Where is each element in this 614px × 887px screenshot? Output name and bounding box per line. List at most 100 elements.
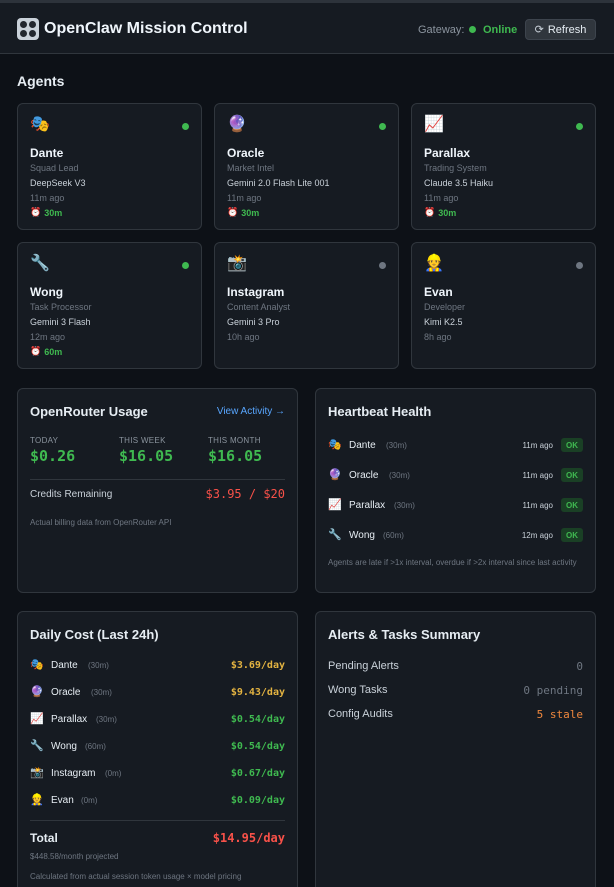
agent-emoji-icon: 🎭 bbox=[328, 439, 342, 451]
gateway-label: Gateway: bbox=[418, 24, 465, 36]
agent-interval: ⏰ 30m bbox=[424, 207, 456, 218]
agent-model: Kimi K2.5 bbox=[424, 317, 463, 327]
month-value: $16.05 bbox=[208, 447, 263, 465]
agent-last-seen: 10h ago bbox=[227, 332, 260, 342]
agent-last-seen: 8h ago bbox=[424, 332, 452, 342]
heartbeat-status-badge: OK bbox=[561, 528, 583, 542]
heartbeat-row: 🔧 Wong (60m) 12m ago OK bbox=[328, 528, 583, 544]
heartbeat-interval: (30m) bbox=[394, 501, 415, 510]
cost-interval: (30m) bbox=[91, 688, 112, 697]
agent-interval-value: 30m bbox=[44, 207, 63, 218]
agent-last-seen: 11m ago bbox=[424, 193, 459, 203]
agent-emoji-icon: 👷 bbox=[424, 255, 444, 272]
cost-value: $9.43/day bbox=[230, 687, 285, 698]
agent-model: Claude 3.5 Haiku bbox=[424, 178, 494, 188]
agent-emoji-icon: 🔮 bbox=[328, 469, 342, 481]
summary-label: Config Audits bbox=[328, 708, 393, 720]
summary-row: Wong Tasks 0 pending bbox=[328, 684, 583, 700]
total-value: $14.95/day bbox=[212, 831, 285, 845]
agent-emoji-icon: 🎭 bbox=[30, 116, 50, 133]
agent-emoji-icon: 👷 bbox=[30, 794, 44, 806]
heartbeat-footnote: Agents are late if >1x interval, overdue… bbox=[328, 558, 577, 567]
alerts-summary-panel: Alerts & Tasks Summary Pending Alerts 0 Wo… bbox=[315, 611, 596, 887]
agent-last-seen: 11m ago bbox=[30, 193, 65, 203]
daily-cost-panel: Daily Cost (Last 24h) 🎭 Dante (30m) $3.69/d… bbox=[17, 611, 298, 887]
cost-interval: (0m) bbox=[81, 796, 98, 805]
agent-card-dante[interactable]: 🎭 Dante Squad Lead DeepSeek V3 11m ago ⏰ 30m bbox=[17, 103, 202, 230]
daily-cost-row: 📸 Instagram (0m) $0.67/day bbox=[30, 766, 285, 782]
agent-emoji-icon: 📈 bbox=[424, 116, 444, 133]
summary-label: Wong Tasks bbox=[328, 684, 388, 696]
agent-status-dot bbox=[182, 123, 189, 130]
usage-footnote: Actual billing data from OpenRouter API bbox=[30, 518, 172, 527]
agent-card-instagram[interactable]: 📸 Instagram Content Analyst Gemini 3 Pro 10h… bbox=[214, 242, 399, 369]
agent-interval: ⏰ 60m bbox=[30, 346, 62, 357]
cost-agent-name: Wong bbox=[51, 741, 77, 752]
agent-card-wong[interactable]: 🔧 Wong Task Processor Gemini 3 Flash 12m ago… bbox=[17, 242, 202, 369]
heartbeat-row: 📈 Parallax (30m) 11m ago OK bbox=[328, 498, 583, 514]
today-value: $0.26 bbox=[30, 447, 76, 465]
agent-status-dot bbox=[182, 262, 189, 269]
total-label: Total bbox=[30, 831, 58, 845]
summary-title: Alerts & Tasks Summary bbox=[328, 627, 481, 642]
cost-value: $3.69/day bbox=[230, 660, 285, 671]
agent-emoji-icon: 📸 bbox=[227, 255, 247, 272]
agent-interval-value: 60m bbox=[44, 346, 63, 357]
heartbeat-interval: (30m) bbox=[389, 471, 410, 480]
daily-cost-row: 🎭 Dante (30m) $3.69/day bbox=[30, 658, 285, 674]
agent-name: Parallax bbox=[424, 146, 471, 160]
summary-row: Config Audits 5 stale bbox=[328, 708, 583, 724]
app-title: OpenClaw Mission Control bbox=[44, 20, 248, 37]
summary-label: Pending Alerts bbox=[328, 660, 399, 672]
agent-model: Gemini 2.0 Flash Lite 001 bbox=[227, 178, 330, 188]
heartbeat-status-badge: OK bbox=[561, 498, 583, 512]
view-activity-link[interactable]: View Activity → bbox=[216, 406, 285, 417]
heartbeat-health-panel: Heartbeat Health 🎭 Dante (30m) 11m ago OK 🔮 Or… bbox=[315, 388, 596, 593]
heartbeat-last-seen: 11m ago bbox=[522, 501, 553, 510]
heartbeat-last-seen: 12m ago bbox=[521, 531, 553, 540]
heartbeat-status-badge: OK bbox=[561, 468, 583, 482]
daily-cost-row: 🔧 Wong (60m) $0.54/day bbox=[30, 739, 285, 755]
today-label: TODAY bbox=[30, 436, 59, 445]
agent-emoji-icon: 🔮 bbox=[30, 686, 44, 698]
agent-role: Task Processor bbox=[30, 302, 92, 312]
top-bar: OpenClaw Mission Control Gateway: Online… bbox=[0, 0, 614, 54]
credits-label: Credits Remaining bbox=[30, 489, 113, 500]
agent-role: Developer bbox=[424, 302, 466, 312]
agent-model: Gemini 3 Flash bbox=[30, 317, 91, 327]
agent-card-evan[interactable]: 👷 Evan Developer Kimi K2.5 8h ago bbox=[411, 242, 596, 369]
agent-emoji-icon: 🎭 bbox=[30, 659, 44, 671]
agent-role: Squad Lead bbox=[30, 163, 79, 173]
agent-name: Oracle bbox=[227, 146, 265, 160]
alarm-clock-icon: ⏰ bbox=[424, 207, 436, 217]
month-label: THIS MONTH bbox=[208, 436, 261, 445]
heartbeat-interval: (30m) bbox=[386, 441, 407, 450]
agent-status-dot bbox=[576, 123, 583, 130]
agent-last-seen: 12m ago bbox=[30, 332, 66, 342]
heartbeat-last-seen: 11m ago bbox=[522, 471, 553, 480]
agent-card-oracle[interactable]: 🔮 Oracle Market Intel Gemini 2.0 Flash Lite… bbox=[214, 103, 399, 230]
daily-cost-row: 📈 Parallax (30m) $0.54/day bbox=[30, 712, 285, 728]
alarm-clock-icon: ⏰ bbox=[30, 346, 42, 356]
cost-agent-name: Dante bbox=[51, 660, 78, 671]
week-value: $16.05 bbox=[119, 447, 174, 465]
agent-emoji-icon: 🔧 bbox=[30, 740, 44, 752]
agent-status-dot bbox=[379, 123, 386, 130]
agent-name: Evan bbox=[424, 285, 453, 299]
refresh-button[interactable]: ⟳ Refresh bbox=[525, 19, 596, 40]
agent-model: DeepSeek V3 bbox=[30, 178, 86, 188]
projected-cost: $448.58/month projected bbox=[30, 852, 119, 861]
cost-value: $0.54/day bbox=[230, 741, 285, 752]
agent-card-parallax[interactable]: 📈 Parallax Trading System Claude 3.5 Haiku 1… bbox=[411, 103, 596, 230]
agent-model: Gemini 3 Pro bbox=[227, 317, 280, 327]
agent-status-dot bbox=[576, 262, 583, 269]
agent-name: Instagram bbox=[227, 285, 285, 299]
agent-role: Trading System bbox=[424, 163, 487, 173]
alarm-clock-icon: ⏰ bbox=[30, 207, 42, 217]
summary-value: 5 stale bbox=[536, 708, 583, 721]
gateway-status: Online bbox=[483, 24, 518, 36]
alarm-clock-icon: ⏰ bbox=[227, 207, 239, 217]
cost-interval: (0m) bbox=[105, 769, 122, 778]
agent-emoji-icon: 📈 bbox=[328, 499, 342, 511]
heartbeat-agent-name: Parallax bbox=[349, 500, 386, 511]
